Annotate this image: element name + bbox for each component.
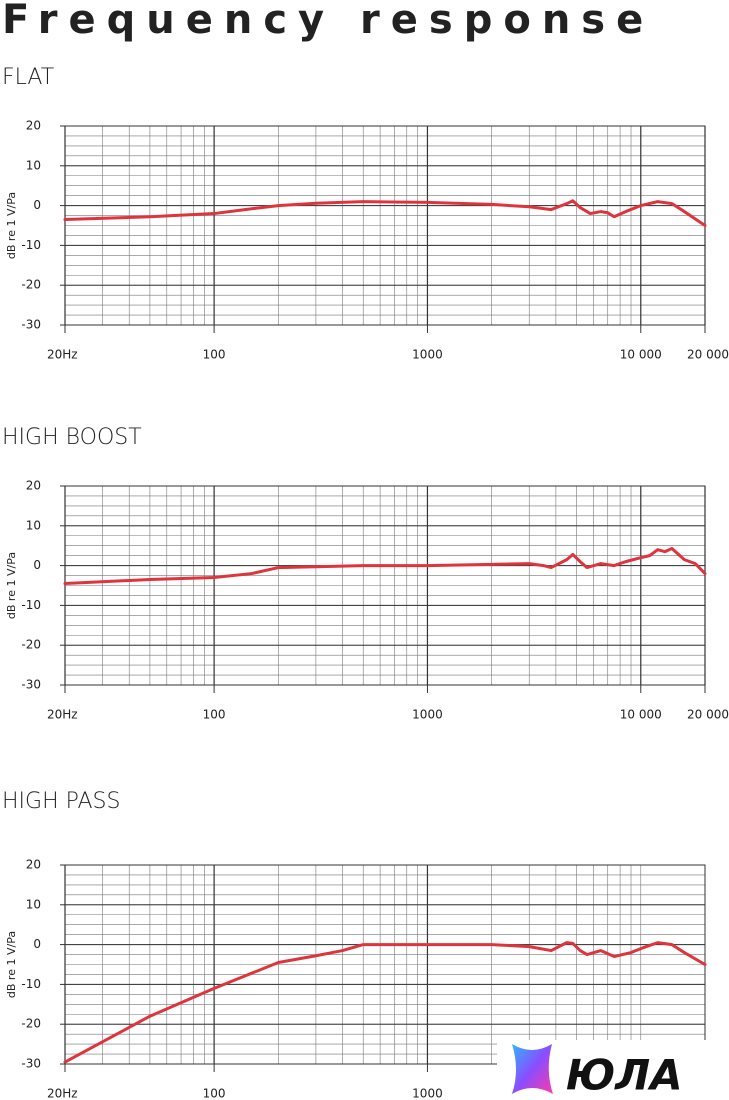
y-tick-label: 0 <box>33 558 41 572</box>
x-tick-label: 20Hz <box>47 348 78 362</box>
x-tick-label: 1000 <box>412 1087 443 1100</box>
y-axis-label: dB re 1 V/Pa <box>5 552 18 619</box>
y-tick-label: -20 <box>21 638 41 652</box>
y-tick-label: -30 <box>21 1057 41 1071</box>
line-series <box>63 199 707 227</box>
x-tick-label: 20Hz <box>47 708 78 722</box>
y-tick-label: 20 <box>26 479 41 493</box>
y-tick-label: 0 <box>33 937 41 951</box>
watermark: ЮЛА <box>497 1040 729 1100</box>
y-axis-label: dB re 1 V/Pa <box>5 192 18 259</box>
y-tick-label: 10 <box>26 897 41 911</box>
x-tick-label: 1000 <box>412 348 443 362</box>
page-title: Frequency response <box>2 0 654 43</box>
chart: HIGH PASS dB re 1 V/Pa -30 -20 -10 0 10 20 20Hz 1… <box>2 789 707 1100</box>
y-tick-label: -10 <box>21 238 41 252</box>
y-tick-label: -20 <box>21 1017 41 1031</box>
y-tick-label: -30 <box>21 318 41 332</box>
chart-subtitle: FLAT <box>2 65 54 90</box>
chart: HIGH BOOST dB re 1 V/Pa -30 -20 -10 0 10 20 20Hz… <box>2 425 729 722</box>
y-tick-label: 0 <box>33 198 41 212</box>
x-tick-label: 20 000 <box>687 348 729 362</box>
x-tick-label: 100 <box>203 708 226 722</box>
y-axis-label: dB re 1 V/Pa <box>5 931 18 998</box>
y-tick-label: -30 <box>21 678 41 692</box>
y-tick-label: -10 <box>21 598 41 612</box>
x-tick-label: 20Hz <box>47 1087 78 1100</box>
y-tick-label: 20 <box>26 858 41 872</box>
chart: FLAT dB re 1 V/Pa -30 -20 -10 0 10 20 20Hz 100 100… <box>2 65 729 362</box>
plot-frame <box>64 485 706 686</box>
y-tick-label: -20 <box>21 278 41 292</box>
x-tick-label: 100 <box>203 348 226 362</box>
watermark-text: ЮЛА <box>566 1051 683 1100</box>
line-series <box>63 941 707 1064</box>
x-tick-label: 100 <box>203 1087 226 1100</box>
y-tick-label: 10 <box>26 518 41 532</box>
x-tick-label: 10 000 <box>620 348 662 362</box>
chart-subtitle: HIGH PASS <box>2 789 120 814</box>
watermark-icon <box>512 1044 553 1094</box>
line-series <box>63 546 707 586</box>
y-tick-label: 20 <box>26 119 41 133</box>
x-tick-label: 20 000 <box>687 708 729 722</box>
y-tick-label: 10 <box>26 158 41 172</box>
x-tick-label: 1000 <box>412 708 443 722</box>
chart-subtitle: HIGH BOOST <box>2 425 142 450</box>
x-tick-label: 10 000 <box>620 708 662 722</box>
y-tick-label: -10 <box>21 977 41 991</box>
